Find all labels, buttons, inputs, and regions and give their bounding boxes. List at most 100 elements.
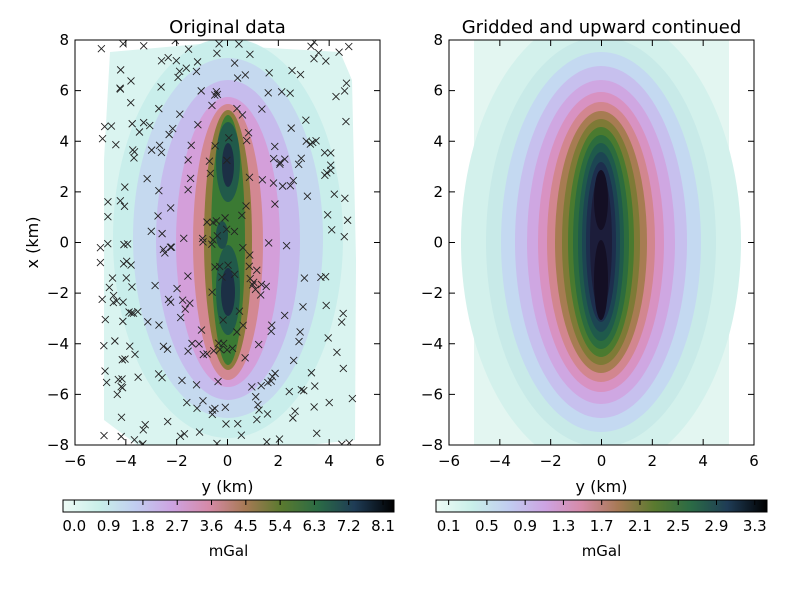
observation-marker — [271, 369, 279, 378]
observation-marker — [253, 415, 261, 424]
observation-marker — [296, 70, 305, 79]
observation-marker — [269, 154, 278, 163]
observation-marker — [282, 241, 291, 250]
observation-marker — [337, 318, 346, 326]
observation-marker — [335, 48, 343, 57]
observation-marker — [297, 385, 306, 394]
right-colorbar-ticks: 0.1 0.5 0.9 1.3 1.7 2.1 2.5 2.9 3.3 — [437, 500, 767, 535]
observation-marker — [174, 73, 182, 82]
observation-marker — [166, 204, 175, 212]
left-colorbar-ticks: 0.0 0.9 1.8 2.7 3.6 4.5 5.4 6.3 7.2 8.1 — [62, 500, 395, 535]
observation-marker — [325, 398, 334, 407]
observation-marker — [127, 261, 135, 269]
observation-markers — [96, 40, 357, 445]
observation-marker — [222, 225, 231, 234]
observation-marker — [167, 243, 176, 252]
observation-marker — [195, 340, 203, 348]
observation-marker — [221, 403, 230, 412]
observation-marker — [108, 274, 117, 282]
observation-marker — [207, 240, 216, 249]
observation-marker — [267, 321, 276, 330]
observation-marker — [247, 383, 256, 391]
observation-marker — [230, 227, 239, 236]
observation-marker — [237, 431, 246, 440]
observation-marker — [245, 262, 254, 271]
colorbar-tick-label: 2.5 — [666, 517, 690, 535]
observation-marker — [187, 141, 196, 150]
observation-marker — [97, 44, 106, 53]
observation-marker — [223, 345, 231, 354]
left-colorbar-label: mGal — [209, 542, 249, 560]
observation-marker — [307, 368, 316, 377]
observation-marker — [256, 291, 265, 299]
observation-marker — [130, 436, 139, 444]
observation-marker — [269, 179, 278, 187]
observation-marker — [235, 307, 244, 316]
observation-marker — [197, 326, 206, 334]
observation-marker — [249, 278, 258, 287]
left-plot-title: Original data — [169, 17, 286, 38]
observation-marker — [297, 154, 306, 163]
observation-marker — [241, 353, 249, 362]
observation-marker — [159, 245, 168, 254]
observation-marker — [228, 344, 237, 353]
observation-marker — [206, 169, 215, 178]
observation-marker — [308, 138, 317, 147]
observation-marker — [130, 147, 139, 156]
observation-marker — [239, 243, 247, 252]
observation-marker — [348, 394, 357, 403]
observation-marker — [114, 375, 123, 384]
observation-marker — [184, 156, 192, 164]
observation-marker — [245, 173, 254, 182]
observation-marker — [127, 77, 135, 85]
observation-marker — [139, 118, 148, 127]
observation-marker — [147, 146, 156, 154]
y-tick-label: −8 — [421, 436, 443, 454]
observation-marker — [310, 54, 318, 63]
observation-marker — [302, 137, 311, 145]
observation-marker — [208, 288, 216, 297]
observation-marker — [145, 121, 154, 130]
observation-marker — [203, 350, 211, 358]
observation-marker — [116, 196, 125, 205]
observation-marker — [213, 439, 221, 445]
observation-marker — [155, 104, 163, 113]
y-tick-label: 2 — [59, 183, 69, 201]
observation-marker — [199, 238, 207, 246]
x-tick-label: −4 — [115, 452, 137, 470]
observation-marker — [176, 432, 185, 441]
observation-marker — [111, 140, 120, 149]
observation-marker — [254, 400, 262, 409]
observation-marker — [211, 141, 219, 150]
observation-marker — [321, 171, 329, 180]
observation-marker — [164, 53, 173, 62]
observation-marker — [100, 122, 109, 131]
observation-marker — [119, 317, 127, 326]
x-tick-label: 0 — [223, 452, 233, 470]
observation-marker — [208, 406, 217, 414]
observation-marker — [338, 440, 346, 445]
observation-marker — [205, 157, 214, 165]
observation-marker — [117, 432, 126, 441]
x-tick-label: 2 — [274, 452, 284, 470]
observation-marker — [165, 130, 173, 139]
y-tick-label: −6 — [47, 385, 69, 403]
observation-marker — [151, 281, 159, 290]
observation-marker — [268, 372, 277, 381]
colorbar-tick-label: 1.7 — [590, 517, 614, 535]
observation-marker — [310, 403, 318, 411]
observation-marker — [252, 266, 261, 275]
observation-marker — [126, 98, 135, 107]
observation-marker — [270, 142, 279, 151]
observation-marker — [157, 56, 166, 65]
observation-marker — [155, 141, 164, 150]
observation-marker — [163, 345, 172, 353]
observation-marker — [326, 149, 335, 157]
y-tick-label: −4 — [421, 335, 443, 353]
observation-marker — [235, 40, 243, 48]
observation-marker — [209, 346, 218, 355]
observation-marker — [155, 321, 163, 329]
colorbar-tick-label: 0.9 — [97, 517, 121, 535]
